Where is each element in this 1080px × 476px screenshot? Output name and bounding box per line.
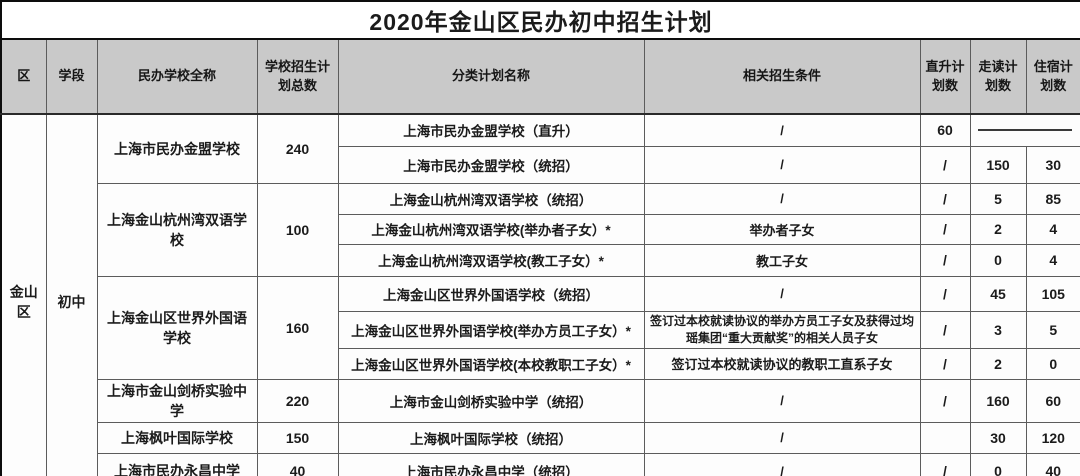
condition-cell: / [643,145,921,184]
plan-name-cell: 上海金山杭州湾双语学校(举办者子女）* [337,213,645,245]
day-count-cell: 150 [969,145,1027,184]
school-name-cell: 上海市民办永昌中学 [96,452,258,476]
table-row: 上海枫叶国际学校 150 上海枫叶国际学校（统招） / 30 120 [1,421,1080,454]
table-row: 金山区 初中 上海市民办金盟学校 240 上海市民办金盟学校（直升） / 60 [0,113,1080,476]
board-count-cell: 0 [1025,347,1080,380]
table-row: 上海金山区世界外国语学校(举办方员工子女）* 签订过本校就读协议的举办方员工子女… [1,310,1080,349]
direct-count-cell: / [919,145,971,184]
school-total-cell: 40 [256,452,339,476]
board-count-cell: 120 [1025,421,1080,454]
day-count-cell: 0 [969,243,1027,277]
table-row: 上海市民办金盟学校（统招） / / 150 30 [1,145,1080,184]
condition-cell: / [643,182,921,215]
board-count-cell: 40 [1025,452,1080,476]
school-name-cell: 上海枫叶国际学校 [96,421,258,454]
direct-count-cell: / [919,275,971,312]
direct-count-cell: / [919,213,971,245]
col-header-direct-count: 直升计划数 [919,38,971,115]
title-row: 2020年金山区民办初中招生计划 [0,0,1080,40]
district-cell: 金山区 [0,113,47,476]
condition-cell: / [643,378,921,423]
school-name-cell: 上海金山区世界外国语学校 [96,275,258,380]
plan-name-cell: 上海枫叶国际学校（统招） [337,421,645,454]
table-row: 上海市民办永昌中学 40 上海市民办永昌中学（统招） / / 0 40 [1,452,1080,476]
school-total-cell: 150 [256,421,339,454]
condition-cell: / [643,275,921,312]
day-count-cell: 2 [969,347,1027,380]
day-count-cell: 45 [969,275,1027,312]
no-value-dash [978,129,1073,132]
stage-cell: 初中 [45,113,98,476]
condition-cell: 签订过本校就读协议的教职工直系子女 [643,347,921,380]
day-count-cell: 5 [969,182,1027,215]
plan-name-cell: 上海金山杭州湾双语学校(教工子女）* [337,243,645,277]
board-count-cell: 60 [1025,378,1080,423]
school-name-cell: 上海市民办金盟学校 [96,113,258,184]
direct-count-cell: / [919,378,971,423]
col-header-day-count: 走读计划数 [969,38,1027,115]
day-count-cell: 30 [969,421,1027,454]
condition-cell: / [643,452,921,476]
school-total-cell: 220 [256,378,339,423]
day-board-merged-cell [969,113,1080,147]
school-total-cell: 160 [256,275,339,380]
plan-name-cell: 上海金山区世界外国语学校(本校教职工子女）* [337,347,645,380]
col-header-plan-name: 分类计划名称 [337,38,645,115]
board-count-cell: 4 [1025,243,1080,277]
board-count-cell: 4 [1025,213,1080,245]
plan-name-cell: 上海金山区世界外国语学校(举办方员工子女）* [337,310,645,349]
col-header-stage: 学段 [45,38,98,115]
direct-count-cell: / [919,347,971,380]
condition-cell: / [643,113,921,147]
school-total-cell: 240 [256,113,339,184]
plan-name-cell: 上海金山杭州湾双语学校（统招） [337,182,645,215]
day-count-cell: 160 [969,378,1027,423]
direct-count-cell: / [919,243,971,277]
direct-count-cell: / [919,182,971,215]
board-count-cell: 85 [1025,182,1080,215]
condition-cell: / [643,421,921,454]
col-header-board-count: 住宿计划数 [1025,38,1080,115]
plan-name-cell: 上海金山区世界外国语学校（统招） [337,275,645,312]
col-header-district: 区 [0,38,47,115]
board-count-cell: 105 [1025,275,1080,312]
day-count-cell: 2 [969,213,1027,245]
condition-cell: 签订过本校就读协议的举办方员工子女及获得过均瑶集团“重大贡献奖”的相关人员子女 [643,310,921,349]
condition-cell: 举办者子女 [643,213,921,245]
board-count-cell: 5 [1025,310,1080,349]
table-row: 上海金山区世界外国语学校 160 上海金山区世界外国语学校（统招） / / 45… [1,275,1080,380]
school-name-cell: 上海金山杭州湾双语学校 [96,182,258,277]
plan-name-cell: 上海市民办金盟学校（直升） [337,113,645,147]
condition-cell: 教工子女 [643,243,921,277]
col-header-school-total: 学校招生计划总数 [256,38,339,115]
direct-count-cell [919,421,971,454]
header-row: 区 学段 民办学校全称 学校招生计划总数 分类计划名称 相关招生条件 直升计划数… [0,38,1080,115]
table-row: 上海金山杭州湾双语学校 100 上海金山杭州湾双语学校（统招） / / 5 85 [1,182,1080,277]
col-header-conditions: 相关招生条件 [643,38,921,115]
plan-name-cell: 上海市民办金盟学校（统招） [337,145,645,184]
plan-name-cell: 上海市民办永昌中学（统招） [337,452,645,476]
day-count-cell: 0 [969,452,1027,476]
table-row: 上海金山杭州湾双语学校(举办者子女）* 举办者子女 / 2 4 [1,213,1080,245]
board-count-cell: 30 [1025,145,1080,184]
table-row: 上海市金山剑桥实验中学 220 上海市金山剑桥实验中学（统招） / / 160 … [1,378,1080,423]
direct-count-cell: / [919,452,971,476]
col-header-school-name: 民办学校全称 [96,38,258,115]
school-total-cell: 100 [256,182,339,277]
day-count-cell: 3 [969,310,1027,349]
page-title: 2020年金山区民办初中招生计划 [0,0,1080,40]
school-name-cell: 上海市金山剑桥实验中学 [96,378,258,423]
direct-count-cell: / [919,310,971,349]
direct-count-cell: 60 [919,113,971,147]
plan-name-cell: 上海市金山剑桥实验中学（统招） [337,378,645,423]
